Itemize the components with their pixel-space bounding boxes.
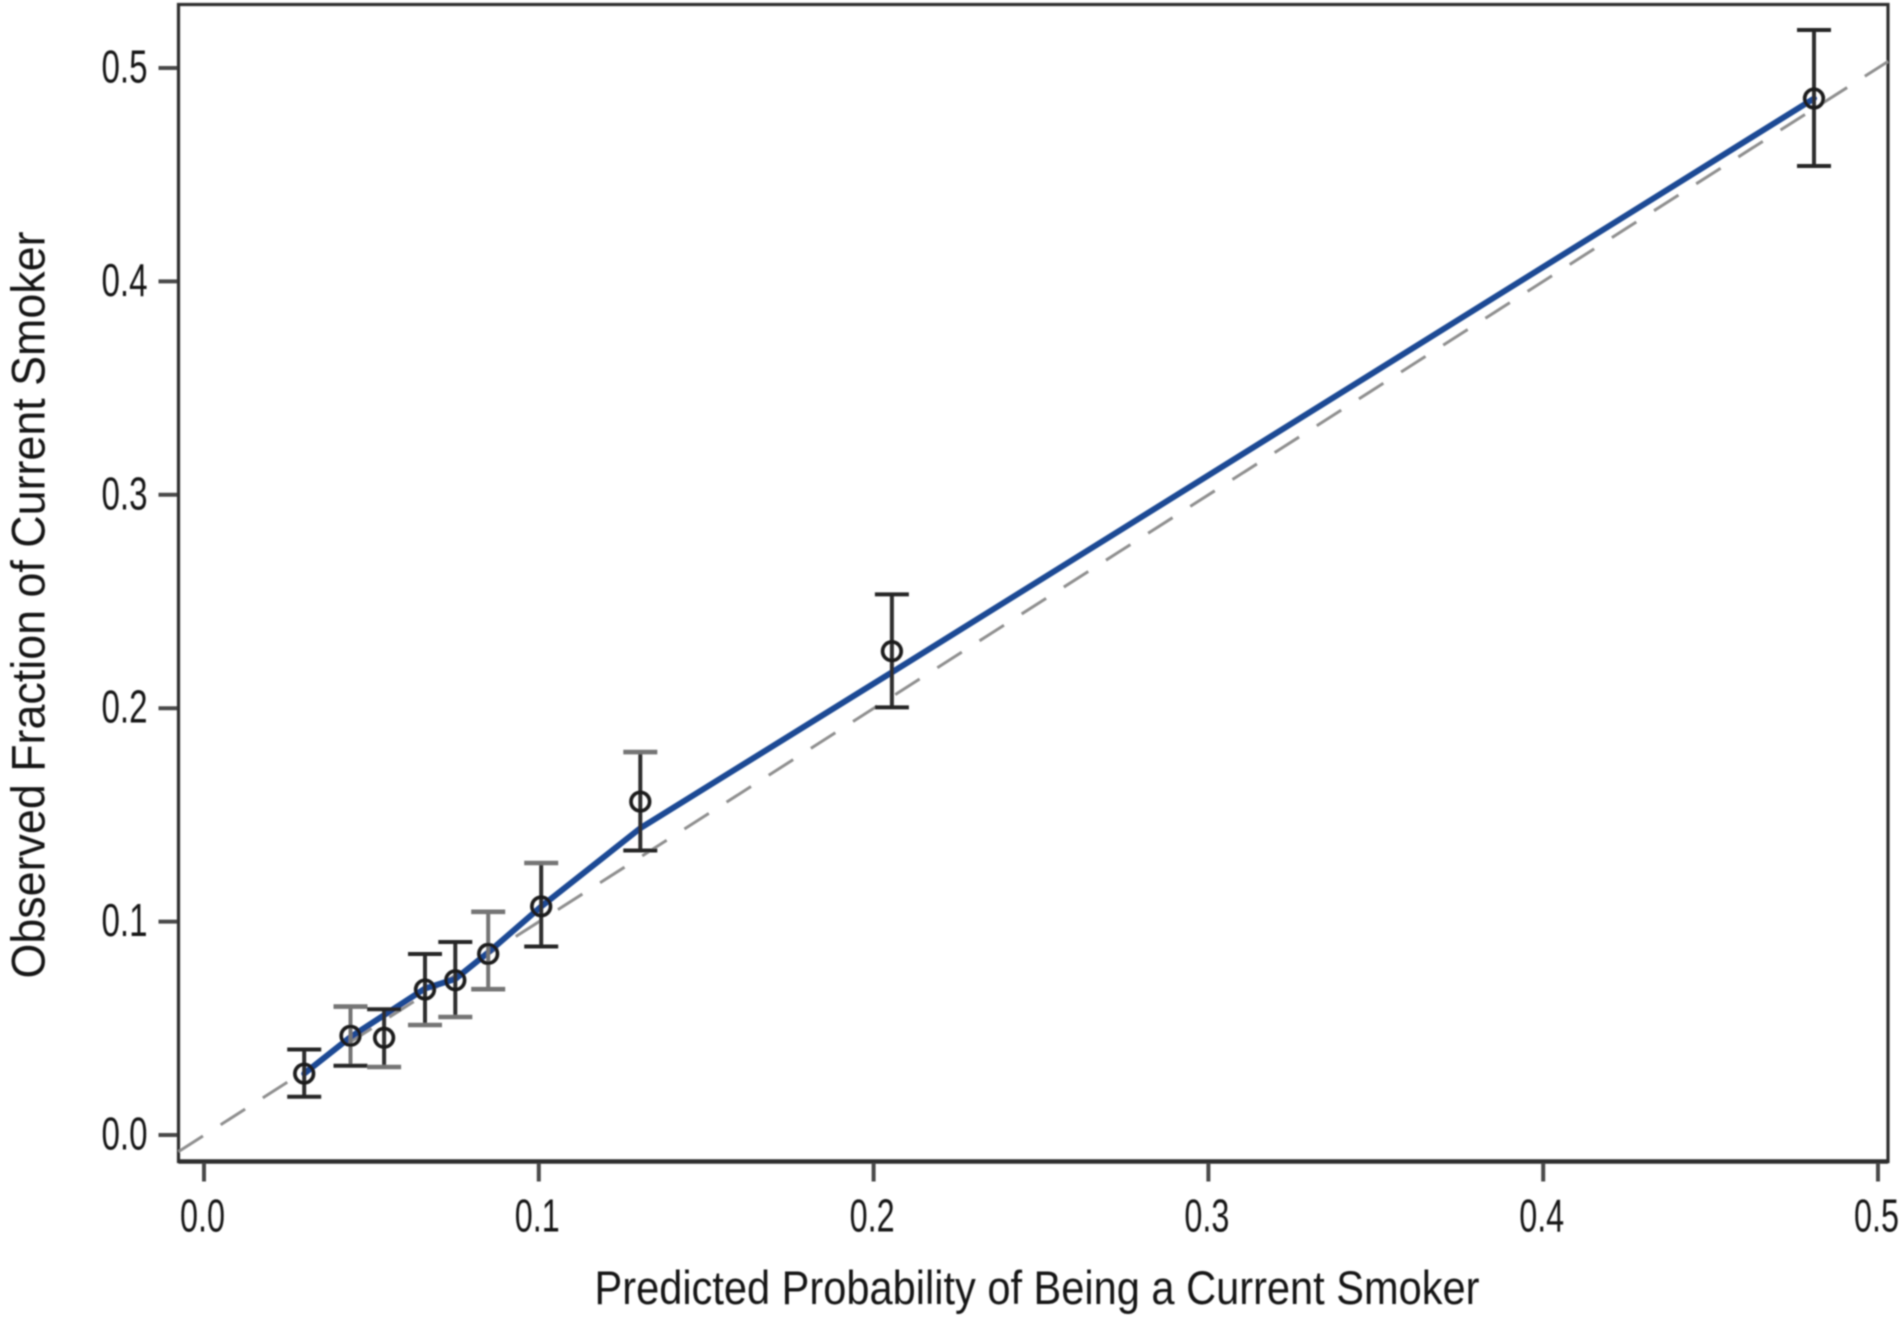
svg-text:0.0: 0.0 — [102, 1108, 148, 1160]
svg-text:0.2: 0.2 — [102, 681, 148, 733]
svg-text:Observed Fraction of Current S: Observed Fraction of Current Smoker — [2, 232, 55, 979]
svg-text:0.5: 0.5 — [1854, 1190, 1899, 1242]
svg-text:0.0: 0.0 — [180, 1190, 225, 1242]
svg-text:0.1: 0.1 — [515, 1190, 560, 1242]
svg-text:0.5: 0.5 — [102, 41, 148, 93]
svg-text:0.2: 0.2 — [850, 1190, 895, 1242]
svg-text:0.3: 0.3 — [1184, 1190, 1229, 1242]
svg-text:0.4: 0.4 — [102, 254, 148, 306]
svg-text:Predicted Probability of Being: Predicted Probability of Being a Current… — [595, 1261, 1480, 1314]
svg-text:0.1: 0.1 — [102, 894, 148, 946]
svg-text:0.4: 0.4 — [1519, 1190, 1564, 1242]
svg-text:0.3: 0.3 — [102, 467, 148, 519]
